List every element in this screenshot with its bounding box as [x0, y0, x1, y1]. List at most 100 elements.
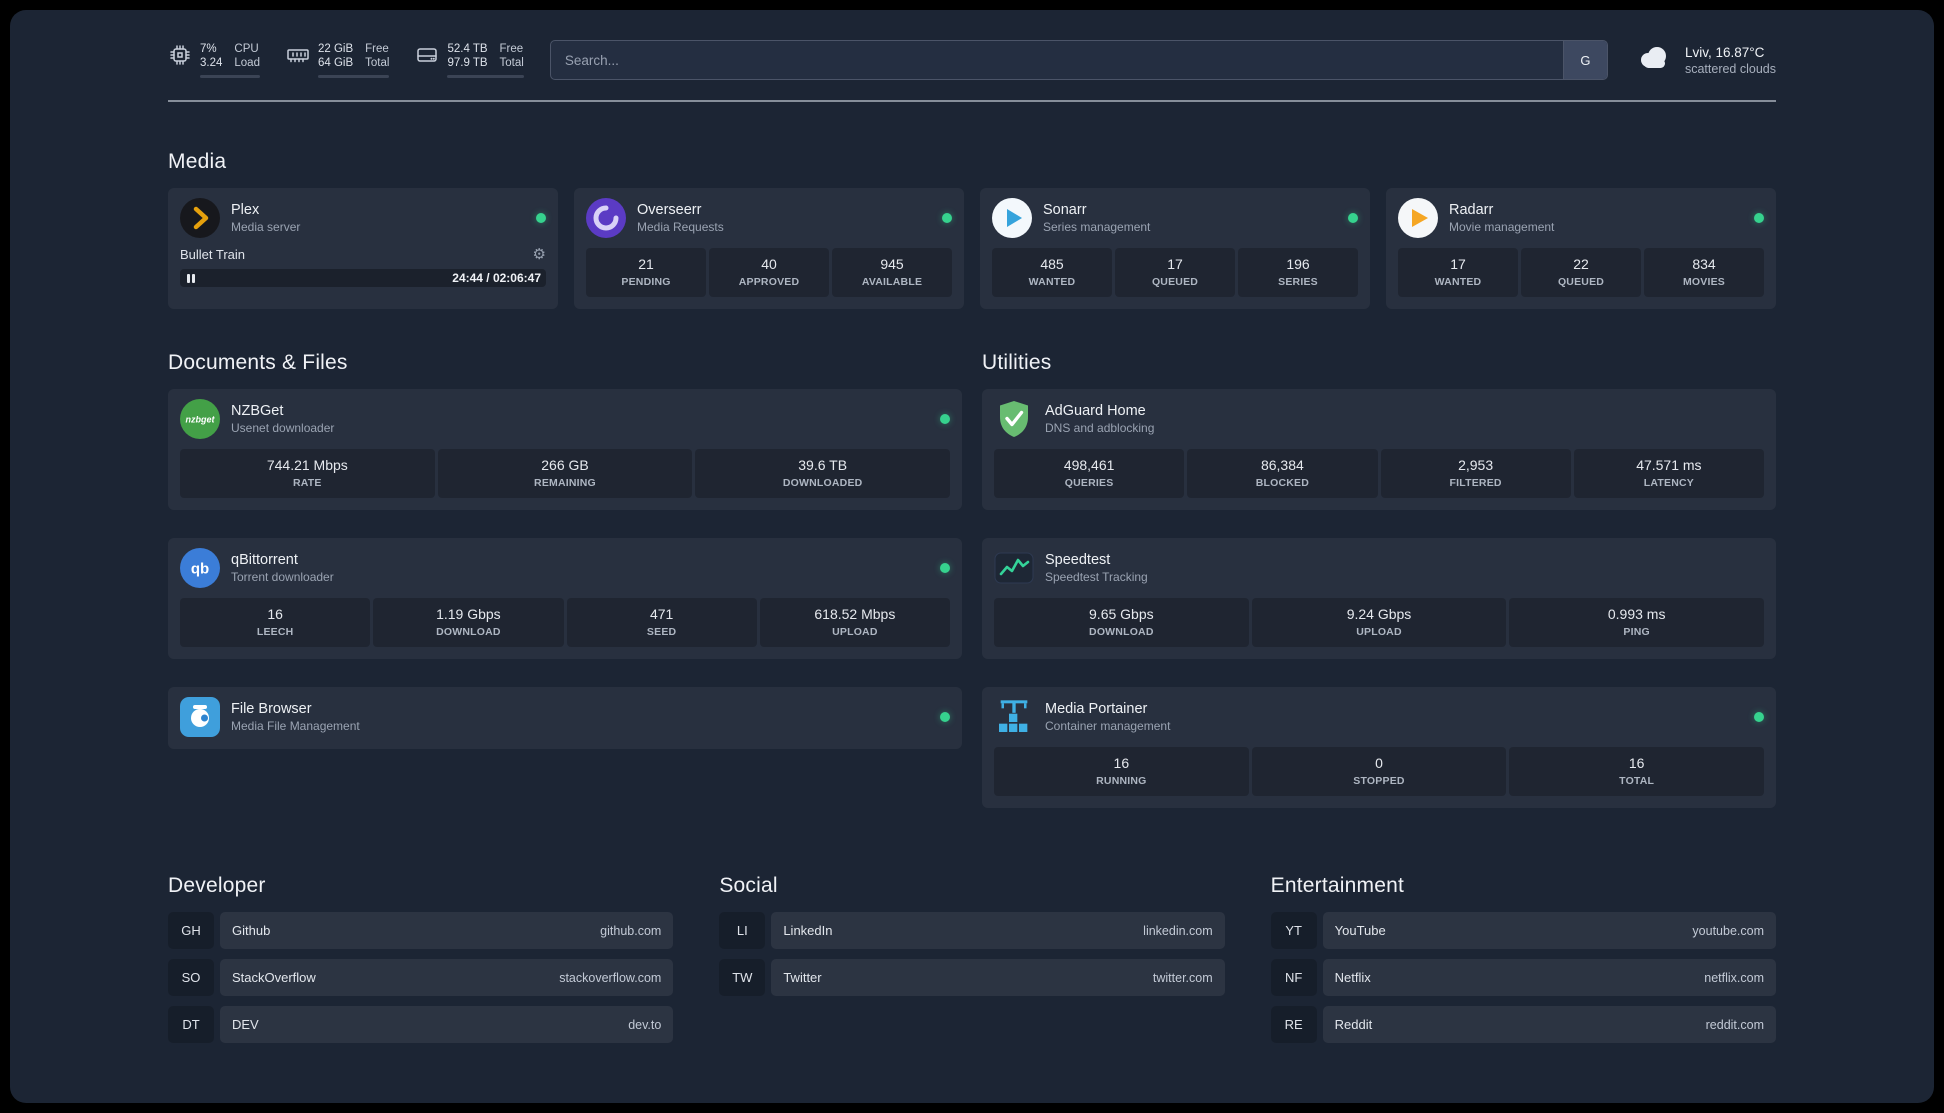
- status-indicator: [940, 712, 950, 722]
- stat-tile: 1.19 Gbps DOWNLOAD: [373, 598, 564, 647]
- service-card-radarr[interactable]: Radarr Movie management 17 WANTED 22 QUE…: [1386, 188, 1776, 309]
- section-title-media: Media: [168, 150, 227, 173]
- bookmark-stackoverflow[interactable]: SO StackOverflow stackoverflow.com: [168, 959, 674, 996]
- service-card-qbittorrent[interactable]: qb qBittorrent Torrent downloader 16 LEE…: [168, 538, 962, 659]
- bookmark-name: LinkedIn: [783, 923, 833, 938]
- memory-free-value: 22 GiB: [317, 42, 354, 55]
- service-card-speedtest[interactable]: Speedtest Speedtest Tracking 9.65 Gbps D…: [982, 538, 1776, 659]
- stat-tile: 16 TOTAL: [1509, 747, 1764, 796]
- plex-icon: [180, 198, 220, 238]
- status-indicator: [1754, 213, 1764, 223]
- service-description: DNS and adblocking: [1045, 421, 1155, 435]
- playback-progress-bar[interactable]: [180, 269, 546, 287]
- service-card-filebrowser[interactable]: File Browser Media File Management: [168, 687, 962, 749]
- pause-icon[interactable]: [187, 273, 195, 283]
- stat-tile: 834 MOVIES: [1644, 248, 1764, 297]
- service-name: Overseerr: [637, 202, 702, 218]
- status-indicator: [942, 213, 952, 223]
- service-description: Media File Management: [231, 719, 360, 733]
- stat-tile: 22 QUEUED: [1521, 248, 1641, 297]
- search-input[interactable]: [550, 41, 1563, 79]
- search-provider-button[interactable]: G: [1562, 41, 1607, 79]
- svg-text:qb: qb: [191, 561, 209, 578]
- service-card-plex[interactable]: Plex Media server Bullet Train ⚙ 24:44 /…: [168, 188, 558, 309]
- bookmark-abbr: NF: [1270, 959, 1317, 996]
- disk-total-label: Total: [499, 57, 524, 70]
- bookmark-linkedin[interactable]: LI LinkedIn linkedin.com: [719, 912, 1225, 949]
- stat-tile: 17 QUEUED: [1115, 248, 1235, 297]
- cpu-usage-value: 7%: [200, 42, 217, 55]
- filebrowser-icon: [180, 697, 220, 737]
- now-playing-title: Bullet Train: [180, 247, 246, 262]
- service-card-nzbget[interactable]: nzbget NZBGet Usenet downloader 744.21 M…: [168, 389, 962, 510]
- bookmark-url: twitter.com: [1152, 970, 1213, 985]
- bookmark-url: stackoverflow.com: [559, 970, 662, 985]
- stat-tile: 0 STOPPED: [1251, 747, 1507, 796]
- bookmark-name: Reddit: [1334, 1017, 1373, 1032]
- playback-time: 24:44 / 02:06:47: [452, 271, 541, 285]
- bookmark-abbr: RE: [1270, 1006, 1317, 1043]
- stat-tile: 485 WANTED: [992, 248, 1112, 297]
- bookmark-abbr: DT: [168, 1006, 214, 1043]
- service-name: Radarr: [1449, 202, 1494, 218]
- bookmark-name: Github: [232, 923, 271, 938]
- service-description: Media server: [231, 220, 301, 234]
- weather-widget: Lviv, 16.87°C scattered clouds: [1634, 43, 1776, 78]
- stat-tile: 2,953 FILTERED: [1380, 449, 1571, 498]
- bookmark-group-title: Developer: [168, 874, 266, 897]
- cpu-widget: 7% 3.24 CPU Load: [168, 42, 260, 79]
- bookmark-twitter[interactable]: TW Twitter twitter.com: [719, 959, 1225, 996]
- resource-widgets: 7% 3.24 CPU Load: [168, 42, 524, 79]
- service-card-portainer[interactable]: Media Portainer Container management 16 …: [982, 687, 1776, 808]
- bookmark-url: reddit.com: [1705, 1017, 1764, 1032]
- bookmark-abbr: GH: [168, 912, 214, 949]
- stat-tile: 9.24 Gbps UPLOAD: [1251, 598, 1507, 647]
- bookmark-url: dev.to: [628, 1017, 662, 1032]
- stat-tile: 471 SEED: [566, 598, 757, 647]
- stat-tile: 16 RUNNING: [994, 747, 1249, 796]
- bookmark-group-title: Social: [719, 874, 778, 897]
- status-indicator: [536, 213, 546, 223]
- service-name: NZBGet: [231, 403, 284, 419]
- section-utilities: Utilities AdGuard Home DNS and adblockin…: [982, 351, 1776, 808]
- nzbget-icon: nzbget: [180, 399, 220, 439]
- bookmark-github[interactable]: GH Github github.com: [168, 912, 674, 949]
- service-name: Sonarr: [1043, 202, 1087, 218]
- bookmark-youtube[interactable]: YT YouTube youtube.com: [1270, 912, 1776, 949]
- search-bar: G: [549, 40, 1608, 80]
- stat-tile: 266 GB REMAINING: [437, 449, 693, 498]
- cpu-chip-icon: [168, 43, 192, 67]
- service-name: Speedtest: [1045, 552, 1111, 568]
- stat-tile: 39.6 TB DOWNLOADED: [695, 449, 950, 498]
- bookmark-name: Netflix: [1334, 970, 1371, 985]
- sonarr-icon: [992, 198, 1032, 238]
- bookmark-dev[interactable]: DT DEV dev.to: [168, 1006, 674, 1043]
- memory-total-value: 64 GiB: [317, 57, 354, 70]
- weather-condition: scattered clouds: [1684, 61, 1776, 76]
- service-description: Media Requests: [637, 220, 724, 234]
- service-description: Container management: [1045, 719, 1171, 733]
- bookmark-group-developer: Developer GH Github github.com SO StackO…: [168, 874, 674, 1043]
- cpu-label: CPU: [234, 42, 259, 55]
- section-documents: Documents & Files nzbget NZBGet Usenet d…: [168, 351, 962, 808]
- bookmark-url: github.com: [600, 923, 662, 938]
- service-card-sonarr[interactable]: Sonarr Series management 485 WANTED 17 Q…: [980, 188, 1370, 309]
- dashboard: 7% 3.24 CPU Load: [10, 10, 1934, 1103]
- bookmark-name: YouTube: [1334, 923, 1386, 938]
- stat-tile: 86,384 BLOCKED: [1187, 449, 1378, 498]
- cpu-load-label: Load: [234, 57, 260, 70]
- disk-bar: [447, 74, 524, 79]
- bookmark-url: linkedin.com: [1143, 923, 1213, 938]
- service-description: Torrent downloader: [231, 570, 334, 584]
- bookmark-netflix[interactable]: NF Netflix netflix.com: [1270, 959, 1776, 996]
- status-indicator: [1348, 213, 1358, 223]
- service-card-adguard[interactable]: AdGuard Home DNS and adblocking 498,461 …: [982, 389, 1776, 510]
- gear-icon[interactable]: ⚙: [532, 246, 546, 263]
- bookmarks-section: Developer GH Github github.com SO StackO…: [168, 874, 1776, 1043]
- bookmark-reddit[interactable]: RE Reddit reddit.com: [1270, 1006, 1776, 1043]
- section-title-documents: Documents & Files: [168, 351, 348, 374]
- service-description: Series management: [1043, 220, 1151, 234]
- bookmark-abbr: YT: [1270, 912, 1317, 949]
- bookmark-url: youtube.com: [1692, 923, 1764, 938]
- service-card-overseerr[interactable]: Overseerr Media Requests 21 PENDING 40 A…: [574, 188, 964, 309]
